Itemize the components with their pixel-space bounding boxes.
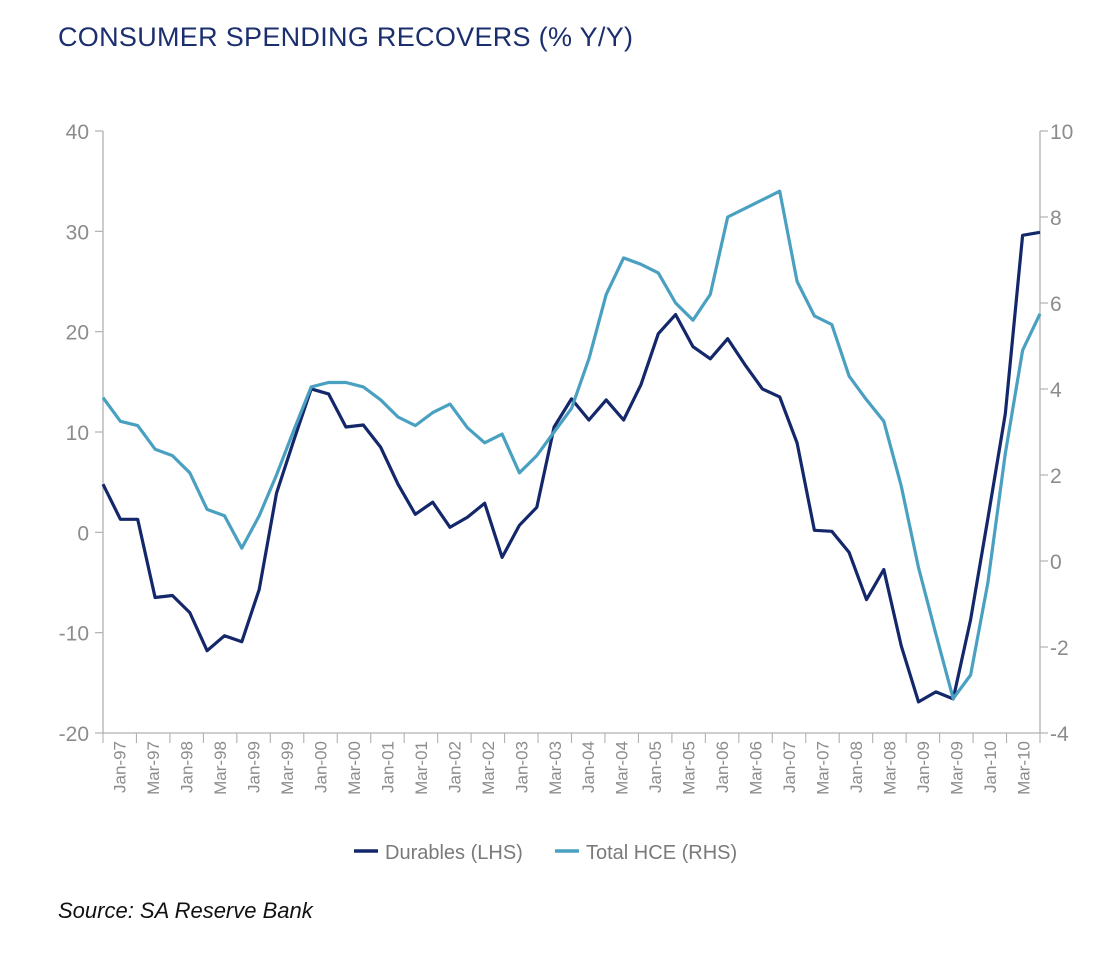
right-tick-label: -4 xyxy=(1050,723,1069,746)
left-tick-label: 40 xyxy=(66,121,89,144)
axes xyxy=(95,130,1048,743)
right-tick-label: 0 xyxy=(1050,551,1062,574)
right-tick-label: 6 xyxy=(1050,293,1062,316)
source-note: Source: SA Reserve Bank xyxy=(58,898,313,923)
x-tick-label: Jan-00 xyxy=(312,741,331,793)
left-tick-label: -20 xyxy=(59,723,89,746)
x-tick-label: Mar-06 xyxy=(747,741,766,795)
left-tick-label: 20 xyxy=(66,322,89,345)
x-tick-label: Jan-01 xyxy=(378,741,397,793)
x-tick-label: Jan-09 xyxy=(914,741,933,793)
right-tick-label: 2 xyxy=(1050,465,1062,488)
x-tick-label: Jan-05 xyxy=(646,741,665,793)
x-tick-label: Jan-04 xyxy=(579,741,598,793)
x-tick-label: Jan-03 xyxy=(512,741,531,793)
x-tick-label: Jan-99 xyxy=(245,741,264,793)
left-tick-label: 30 xyxy=(66,221,89,244)
right-tick-label: 8 xyxy=(1050,207,1062,230)
x-tick-label: Mar-97 xyxy=(144,741,163,795)
right-tick-label: -2 xyxy=(1050,637,1069,660)
chart-title: CONSUMER SPENDING RECOVERS (% Y/Y) xyxy=(58,22,634,52)
x-tick-label: Mar-00 xyxy=(345,741,364,795)
series-lines xyxy=(101,189,1042,704)
legend-total-hce-label: Total HCE (RHS) xyxy=(586,842,737,864)
left-tick-label: 0 xyxy=(77,522,89,545)
x-tick-label: Jan-97 xyxy=(111,741,130,793)
x-tick-label: Mar-08 xyxy=(880,741,899,795)
x-tick-label: Mar-04 xyxy=(613,741,632,795)
x-tick-label: Mar-07 xyxy=(813,741,832,795)
legend: Durables (LHS) Total HCE (RHS) xyxy=(354,842,737,864)
x-tick-label: Mar-98 xyxy=(211,741,230,795)
durables-line xyxy=(101,230,1041,704)
x-tick-label: Jan-07 xyxy=(780,741,799,793)
legend-durables-label: Durables (LHS) xyxy=(385,842,523,864)
x-tick-label: Jan-02 xyxy=(445,741,464,793)
x-tick-label: Jan-08 xyxy=(847,741,866,793)
total-hce-line xyxy=(101,189,1042,701)
x-tick-label: Mar-02 xyxy=(479,741,498,795)
x-tick-label: Jan-10 xyxy=(981,741,1000,793)
x-tick-label: Mar-05 xyxy=(680,741,699,795)
left-tick-label: 10 xyxy=(66,422,89,445)
x-tick-label: Jan-06 xyxy=(713,741,732,793)
x-tick-label: Mar-03 xyxy=(546,741,565,795)
right-tick-label: 4 xyxy=(1050,379,1062,402)
x-tick-label: Mar-10 xyxy=(1014,741,1033,795)
x-tick-label: Mar-09 xyxy=(947,741,966,795)
right-tick-label: 10 xyxy=(1050,121,1073,144)
x-tick-label: Mar-99 xyxy=(278,741,297,795)
left-tick-label: -10 xyxy=(59,623,89,646)
x-tick-label: Jan-98 xyxy=(178,741,197,793)
x-tick-label: Mar-01 xyxy=(412,741,431,795)
